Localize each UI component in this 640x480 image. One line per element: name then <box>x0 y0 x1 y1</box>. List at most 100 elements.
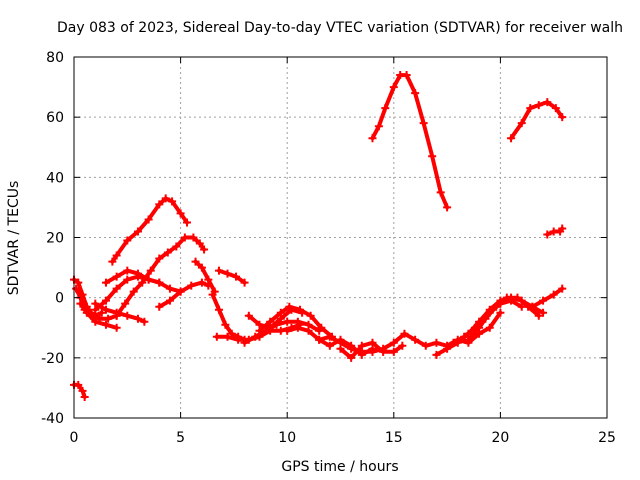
data-point <box>144 215 153 224</box>
data-point <box>411 89 420 98</box>
data-point <box>155 254 164 263</box>
data-series-track-27 <box>543 224 567 239</box>
data-point <box>195 239 204 248</box>
data-point <box>240 278 249 287</box>
data-point <box>165 296 174 305</box>
data-point <box>197 263 206 272</box>
data-point <box>123 275 132 284</box>
data-point <box>285 302 294 311</box>
data-point <box>534 101 543 110</box>
data-point <box>389 338 398 347</box>
data-point <box>123 236 132 245</box>
data-point <box>82 308 91 317</box>
data-series-track-7 <box>112 233 209 320</box>
y-tick-label: 0 <box>55 291 64 307</box>
y-tick-label: -20 <box>41 351 64 367</box>
data-point <box>421 341 430 350</box>
data-point <box>244 311 253 320</box>
data-point <box>304 326 313 335</box>
data-point <box>443 203 452 212</box>
data-point <box>347 344 356 353</box>
data-point <box>133 227 142 236</box>
data-point <box>381 104 390 113</box>
data-point <box>140 317 149 326</box>
data-series-track-20 <box>336 338 407 362</box>
x-tick-label: 10 <box>278 430 296 446</box>
data-point <box>91 299 100 308</box>
data-point <box>144 275 153 284</box>
data-series-track-10 <box>155 278 213 311</box>
data-point <box>129 287 138 296</box>
data-point <box>223 332 232 341</box>
data-point <box>513 293 522 302</box>
grid-layer <box>74 57 607 418</box>
y-tick-label: 20 <box>46 231 64 247</box>
data-point <box>74 278 83 287</box>
data-series-track-21 <box>368 71 452 212</box>
series-line <box>193 259 217 294</box>
data-point <box>155 200 164 209</box>
data-point <box>558 284 567 293</box>
data-point <box>558 224 567 233</box>
data-point <box>232 272 241 281</box>
data-series-track-17 <box>255 302 336 341</box>
data-point <box>91 317 100 326</box>
series-line <box>317 310 503 354</box>
data-point <box>97 308 106 317</box>
data-point <box>549 290 558 299</box>
series-line <box>257 304 334 339</box>
data-point <box>214 305 223 314</box>
data-point <box>172 242 181 251</box>
data-point <box>123 311 132 320</box>
data-point <box>400 329 409 338</box>
data-series-track-9 <box>91 299 149 326</box>
data-point <box>104 314 113 323</box>
data-point <box>161 194 170 203</box>
data-point <box>223 269 232 278</box>
data-point <box>389 83 398 92</box>
data-point <box>460 332 469 341</box>
data-point <box>432 338 441 347</box>
series-line <box>530 286 565 309</box>
data-point <box>101 305 110 314</box>
data-point <box>485 308 494 317</box>
data-point <box>507 296 516 305</box>
data-point <box>517 119 526 128</box>
data-series-track-12 <box>214 266 249 287</box>
data-point <box>266 317 275 326</box>
data-point <box>180 233 189 242</box>
tick-layer: 0 5 10 15 20 25 -40 -20 0 20 40 60 80 <box>41 50 616 446</box>
data-point <box>197 278 206 287</box>
data-point <box>539 296 548 305</box>
data-point <box>507 134 516 143</box>
data-point <box>411 335 420 344</box>
data-point <box>428 152 437 161</box>
data-point <box>255 326 264 335</box>
data-layer <box>70 71 567 401</box>
data-point <box>475 323 484 332</box>
data-series-track-4 <box>76 299 121 332</box>
data-point <box>443 344 452 353</box>
data-point <box>551 104 560 113</box>
data-point <box>221 320 230 329</box>
data-point <box>123 266 132 275</box>
data-series-track-8 <box>101 266 164 287</box>
x-tick-label: 5 <box>176 430 185 446</box>
data-point <box>133 269 142 278</box>
data-point <box>155 278 164 287</box>
data-point <box>336 344 345 353</box>
data-point <box>112 323 121 332</box>
x-tick-label: 15 <box>385 430 403 446</box>
data-point <box>191 257 200 266</box>
data-point <box>78 386 87 395</box>
data-point <box>283 317 292 326</box>
data-point <box>176 287 185 296</box>
x-axis-label: GPS time / hours <box>281 459 398 475</box>
data-point <box>101 320 110 329</box>
data-point <box>101 296 110 305</box>
data-point <box>121 299 130 308</box>
data-point <box>374 122 383 131</box>
data-point <box>251 332 260 341</box>
data-point <box>517 302 526 311</box>
